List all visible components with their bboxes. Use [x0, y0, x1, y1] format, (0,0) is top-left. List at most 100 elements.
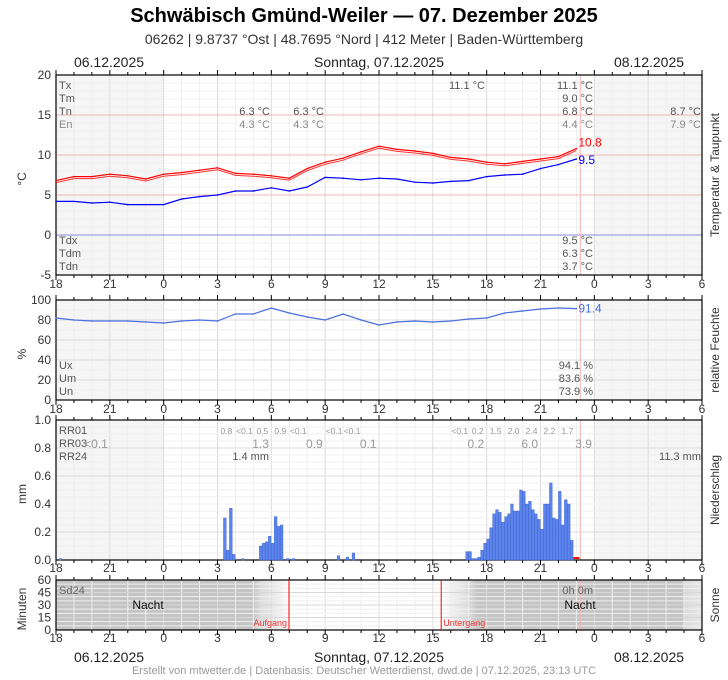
- y-axis-label: °C: [15, 172, 29, 186]
- stat-value: 6.3 °C: [239, 106, 270, 118]
- temperature-point: [91, 175, 93, 178]
- y-tick-label: 0.4: [34, 497, 51, 511]
- y-tick-label: 20: [38, 373, 52, 387]
- precip-bar: [567, 503, 571, 561]
- stat-value: 4.3 °C: [293, 119, 324, 131]
- x-tick-label: 21: [534, 631, 548, 645]
- stat-value: 73.9 %: [559, 386, 593, 398]
- temperature-point: [432, 152, 434, 155]
- y-tick-label: 45: [38, 586, 52, 600]
- stat-label-tx: Tx: [59, 80, 72, 92]
- y-tick-label: 40: [38, 353, 52, 367]
- date-right-top: 08.12.2025: [614, 54, 684, 70]
- precip-bar: [474, 558, 478, 561]
- temperature-point: [485, 161, 488, 163]
- stat-value: 6.3 °C: [293, 106, 324, 118]
- temperature-point: [521, 160, 524, 163]
- x-tick-label: 18: [49, 561, 63, 575]
- temperature-point: [126, 175, 129, 177]
- y-tick-label: 100: [31, 293, 51, 307]
- humidity-point: [180, 320, 183, 322]
- x-tick-label: 3: [214, 402, 221, 416]
- x-tick-label: 3: [645, 561, 652, 575]
- rr01-value: 2.2: [544, 426, 556, 436]
- x-tick-label: 0: [591, 561, 598, 575]
- stat-value: 83.6 %: [559, 373, 593, 385]
- night-label: Nacht: [564, 598, 596, 612]
- precip-bar: [543, 503, 547, 561]
- x-tick-label: 18: [480, 561, 494, 575]
- x-tick-label: 0: [160, 561, 167, 575]
- precip-bar: [268, 536, 272, 561]
- date-center-bottom: Sonntag, 07.12.2025: [314, 649, 444, 665]
- rr24-label: RR24: [59, 451, 87, 463]
- precip-bar: [570, 540, 574, 561]
- humidity-point: [73, 319, 75, 321]
- stat-value: 11.1 °C: [557, 80, 593, 92]
- dewpoint-point: [126, 203, 129, 206]
- temperature-point: [73, 175, 75, 178]
- rr03-value: 0.2: [468, 437, 485, 451]
- temperature-point: [539, 158, 542, 160]
- x-tick-label: 12: [372, 631, 386, 645]
- stat-label-un: Un: [59, 386, 73, 398]
- humidity-end-label: 91.4: [578, 302, 602, 316]
- humidity-point: [432, 321, 434, 323]
- precip-bar: [552, 517, 556, 561]
- temperature-point: [360, 151, 362, 153]
- x-tick-label: 6: [699, 402, 706, 416]
- x-tick-label: 21: [103, 277, 117, 291]
- x-tick-label: 21: [534, 277, 548, 291]
- rr03-value: <0.1: [84, 437, 108, 451]
- humidity-point: [324, 319, 326, 321]
- y-tick-label: 5: [44, 188, 51, 202]
- temperature-point: [216, 167, 219, 169]
- humidity-point: [521, 310, 524, 312]
- humidity-point: [91, 320, 93, 322]
- stat-value: 94.1 %: [559, 360, 593, 372]
- precip-bar: [564, 499, 568, 561]
- dewpoint-point: [557, 163, 560, 166]
- x-tick-label: 0: [160, 402, 167, 416]
- x-tick-label: 6: [268, 402, 275, 416]
- stat-value: 9.0 °C: [562, 93, 593, 105]
- y-axis-label: %: [15, 348, 29, 359]
- dewpoint-point: [503, 174, 506, 176]
- humidity-point: [306, 316, 309, 318]
- stat-label-tdn: Tdn: [59, 261, 78, 273]
- precip-bar: [241, 558, 245, 561]
- y-tick-label: 15: [38, 611, 52, 625]
- precip-bar: [531, 509, 535, 561]
- humidity-point: [234, 313, 237, 315]
- rr03-value: 0.9: [306, 437, 323, 451]
- precip-bar: [513, 510, 517, 561]
- stat-value: 6.3 °C: [562, 248, 593, 260]
- x-tick-label: 15: [426, 402, 440, 416]
- y-tick-label: 0.6: [34, 469, 51, 483]
- precip-bar: [351, 552, 355, 561]
- stat-value: 6.8 °C: [562, 106, 593, 118]
- panel-side-label: relative Feuchte: [708, 307, 722, 393]
- precip-bar: [471, 558, 475, 561]
- precip-bar: [501, 522, 505, 561]
- rr24-value: 11.3 mm: [659, 451, 701, 463]
- stat-value: 4.4 °C: [562, 119, 593, 131]
- stat-value: 8.7 °C: [670, 106, 701, 118]
- rr01-value: <0.1: [344, 426, 361, 436]
- temperature-point: [414, 150, 416, 152]
- dewpoint-point: [288, 190, 291, 192]
- stat-label-tn: Tn: [59, 106, 72, 118]
- stat-value: 4.3 °C: [239, 119, 270, 131]
- x-tick-label: 9: [322, 277, 329, 291]
- precip-bar: [271, 543, 275, 561]
- stat-label-tm: Tm: [59, 93, 75, 105]
- rr03-value: 3.9: [575, 437, 592, 451]
- humidity-point: [270, 307, 273, 309]
- x-tick-label: 6: [268, 561, 275, 575]
- dewpoint-line: [56, 158, 577, 206]
- precip-bar: [58, 558, 62, 561]
- precip-bar: [277, 526, 281, 561]
- precip-bar: [525, 503, 529, 561]
- x-tick-label: 6: [699, 277, 706, 291]
- temperature-point: [109, 173, 111, 175]
